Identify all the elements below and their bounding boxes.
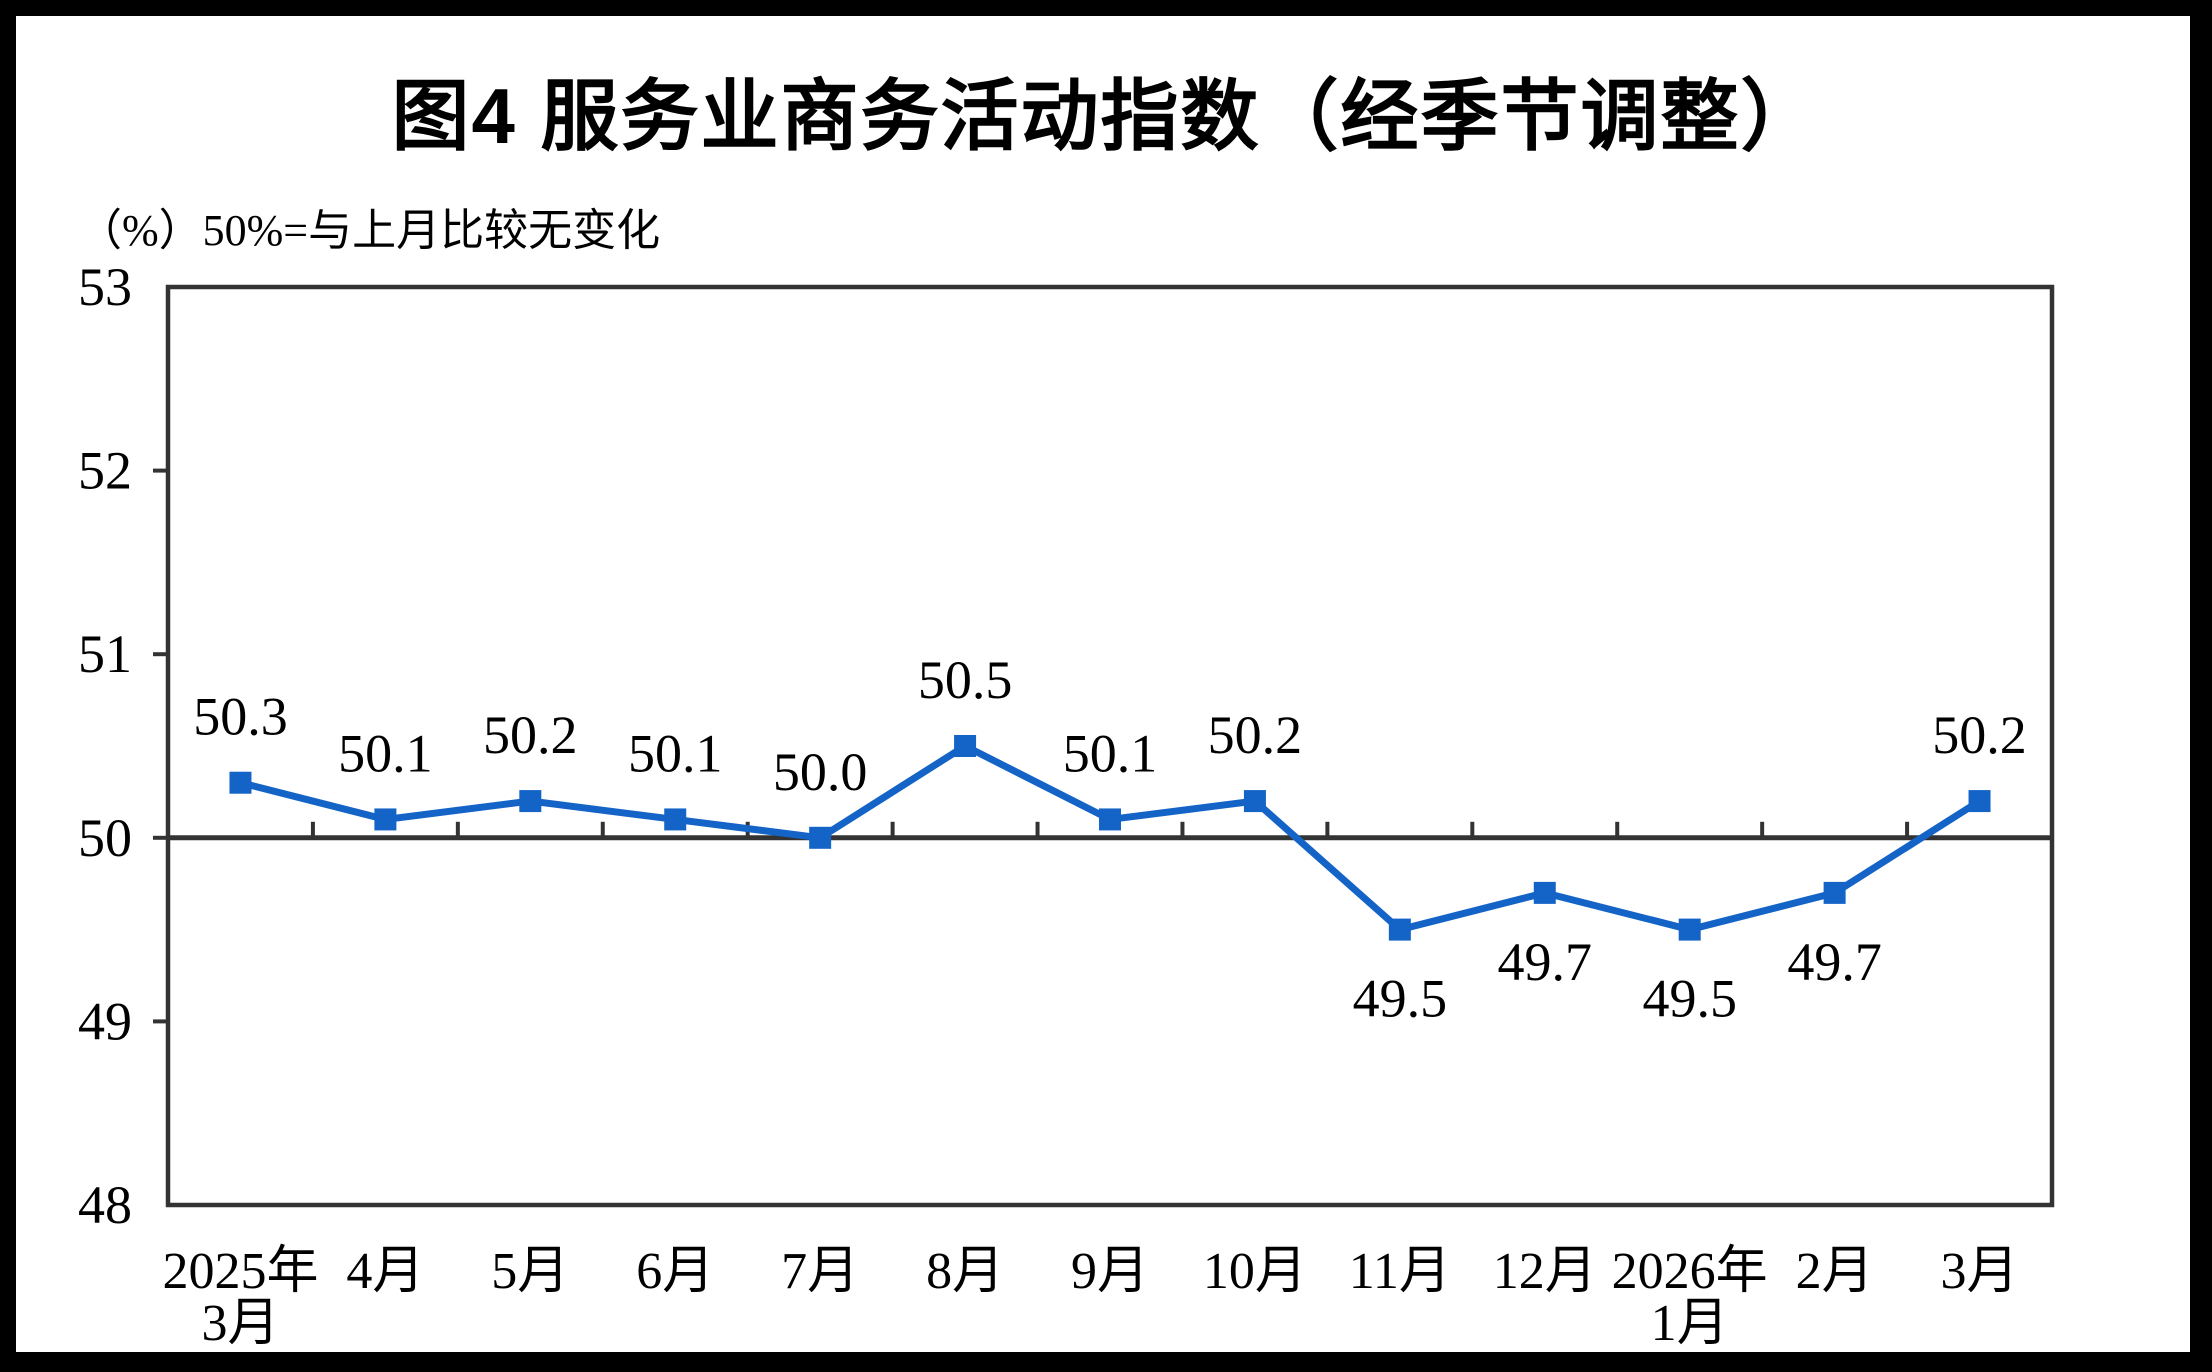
data-label: 50.2	[1208, 705, 1303, 765]
x-axis-label: 1月	[1651, 1295, 1729, 1352]
chart-title: 图4 服务业商务活动指数（经季节调整）	[391, 72, 1821, 160]
data-point-marker	[1823, 881, 1846, 904]
x-axis-label: 11月	[1349, 1243, 1451, 1300]
data-label: 50.2	[483, 705, 578, 765]
data-point-marker	[1968, 790, 1991, 813]
data-label: 50.0	[773, 742, 868, 802]
y-axis-label: 53	[78, 257, 132, 317]
data-point-marker	[809, 826, 832, 849]
x-axis-label: 10月	[1203, 1243, 1307, 1300]
x-axis-label: 3月	[201, 1295, 279, 1352]
x-axis-label: 7月	[781, 1243, 859, 1300]
data-label: 50.1	[338, 723, 433, 783]
data-point-marker	[519, 790, 542, 813]
data-point-marker	[1533, 881, 1556, 904]
data-label: 50.1	[1063, 723, 1158, 783]
x-axis-label: 4月	[346, 1243, 424, 1300]
data-point-marker	[1099, 808, 1121, 831]
x-axis-label: 2月	[1796, 1243, 1874, 1300]
x-axis-label: 9月	[1071, 1243, 1149, 1300]
data-label: 49.5	[1642, 969, 1737, 1029]
y-axis-label: 52	[78, 441, 132, 501]
data-label: 49.7	[1787, 932, 1882, 992]
x-axis-label: 6月	[636, 1243, 714, 1300]
data-label: 50.1	[628, 723, 723, 783]
axis-unit-note: （%）50%=与上月比较无变化	[78, 206, 661, 255]
x-axis-label: 2025年	[162, 1243, 318, 1300]
data-point-marker	[1243, 790, 1266, 813]
x-axis-label: 8月	[926, 1243, 1004, 1300]
data-label: 50.2	[1932, 705, 2027, 765]
y-axis-label: 48	[78, 1175, 132, 1235]
data-point-marker	[374, 808, 397, 831]
y-axis-label: 49	[78, 991, 132, 1051]
data-label: 50.3	[193, 687, 288, 747]
data-point-marker	[1388, 918, 1411, 941]
x-axis-label: 12月	[1493, 1243, 1597, 1300]
data-point-marker	[1678, 918, 1701, 941]
y-axis-label: 51	[78, 624, 132, 684]
plot-border	[165, 284, 2055, 1208]
data-point-marker	[229, 771, 252, 794]
y-axis-label: 50	[78, 808, 132, 868]
data-label: 49.7	[1498, 932, 1593, 992]
data-point-marker	[954, 735, 977, 757]
x-axis-label: 3月	[1941, 1243, 2019, 1300]
figure-canvas	[16, 16, 2190, 1352]
data-point-marker	[664, 808, 687, 831]
data-label: 50.5	[918, 650, 1013, 710]
data-label: 49.5	[1353, 969, 1448, 1029]
x-axis-label: 5月	[491, 1243, 569, 1300]
x-axis-label: 2026年	[1612, 1243, 1768, 1300]
